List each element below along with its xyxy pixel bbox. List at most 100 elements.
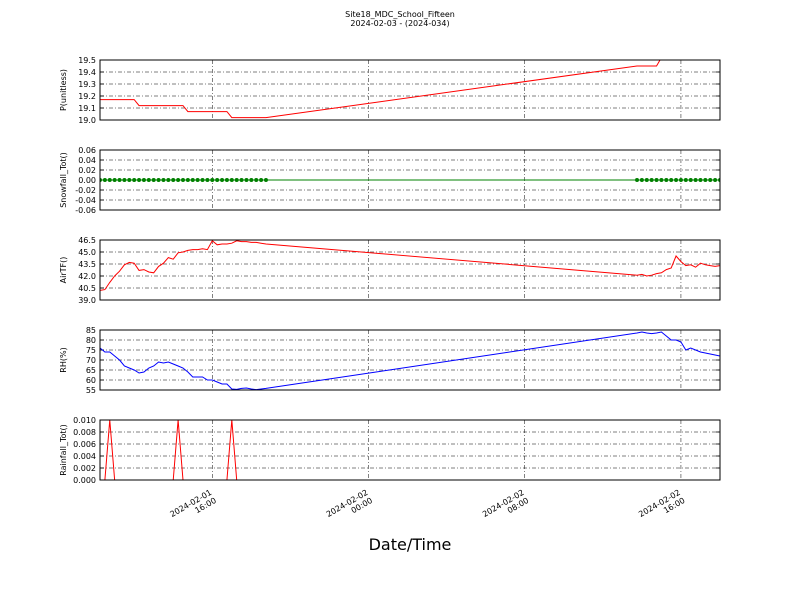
marker: [200, 178, 205, 182]
marker: [713, 178, 718, 182]
marker: [112, 178, 117, 182]
y-tick-label: 75: [86, 346, 96, 355]
marker: [639, 178, 644, 182]
y-tick-label: 19.0: [78, 116, 96, 125]
marker: [215, 178, 220, 182]
marker: [649, 178, 654, 182]
x-axis-label: Date/Time: [369, 535, 452, 554]
line: [100, 331, 720, 390]
y-axis-label: RH(%): [59, 347, 68, 372]
marker: [122, 178, 127, 182]
marker: [669, 178, 674, 182]
marker: [688, 178, 693, 182]
y-axis-label: AirTF(): [59, 257, 68, 284]
marker: [171, 178, 176, 182]
marker: [635, 178, 640, 182]
y-tick-label: 0.06: [78, 146, 96, 155]
marker: [127, 178, 132, 182]
marker: [703, 178, 708, 182]
marker: [659, 178, 664, 182]
y-tick-label: 39.0: [78, 296, 96, 305]
y-tick-label: 19.4: [78, 68, 96, 77]
y-tick-label: -0.02: [75, 186, 96, 195]
marker: [156, 178, 161, 182]
marker: [263, 178, 268, 182]
marker: [244, 178, 249, 182]
y-tick-label: 0.004: [73, 452, 96, 461]
plot-frame: [99, 419, 721, 481]
y-tick-label: 0.02: [78, 166, 96, 175]
y-tick-label: 42.0: [78, 272, 96, 281]
marker: [132, 178, 137, 182]
y-tick-label: 0.002: [73, 464, 96, 473]
chart-title: Site18_MDC_School_Fifteen: [345, 10, 455, 19]
marker: [220, 178, 225, 182]
x-tick-label: 2024-02-0208:00: [481, 488, 530, 527]
y-tick-label: 0.00: [78, 176, 96, 185]
marker: [107, 178, 112, 182]
y-tick-label: 0.006: [73, 440, 96, 449]
marker: [185, 178, 190, 182]
y-tick-label: 19.1: [78, 104, 96, 113]
marker: [644, 178, 649, 182]
marker: [239, 178, 244, 182]
y-tick-label: 46.5: [78, 236, 96, 245]
marker: [166, 178, 171, 182]
marker: [210, 178, 215, 182]
y-tick-label: 55: [86, 386, 96, 395]
marker: [693, 178, 698, 182]
y-tick-label: 60: [86, 376, 96, 385]
marker: [249, 178, 254, 182]
y-tick-label: 80: [86, 336, 96, 345]
marker: [674, 178, 679, 182]
y-tick-label: 19.3: [78, 80, 96, 89]
plot-frame: [99, 59, 721, 121]
marker: [195, 178, 200, 182]
y-tick-label: -0.04: [75, 196, 96, 205]
line: [100, 60, 661, 119]
marker: [678, 178, 683, 182]
line: [100, 420, 720, 480]
marker: [254, 178, 259, 182]
marker: [708, 178, 713, 182]
y-tick-label: 70: [86, 356, 96, 365]
y-tick-label: 45.0: [78, 248, 96, 257]
x-tick-label: 2024-02-0200:00: [325, 488, 374, 527]
marker: [654, 178, 659, 182]
marker: [664, 178, 669, 182]
marker: [102, 178, 107, 182]
plot-frame: [99, 239, 721, 301]
marker: [205, 178, 210, 182]
line: [100, 240, 720, 291]
marker: [137, 178, 142, 182]
y-tick-label: 85: [86, 326, 96, 335]
chart-subtitle: 2024-02-03 - (2024-034): [350, 19, 449, 28]
x-tick-label: 2024-02-0116:00: [169, 488, 218, 527]
y-tick-label: 43.5: [78, 260, 96, 269]
y-tick-label: 0.010: [73, 416, 96, 425]
y-tick-label: 0.04: [78, 156, 96, 165]
y-axis-label: Rainfall_Tot(): [59, 424, 68, 476]
marker: [176, 178, 181, 182]
marker: [117, 178, 122, 182]
y-tick-label: 0.008: [73, 428, 96, 437]
plot-frame: [99, 149, 721, 211]
plot-frame: [99, 329, 721, 391]
marker: [141, 178, 146, 182]
marker: [698, 178, 703, 182]
marker: [683, 178, 688, 182]
y-tick-label: 19.5: [78, 56, 96, 65]
y-tick-label: -0.06: [75, 206, 96, 215]
x-tick-label: 2024-02-0216:00: [637, 488, 686, 527]
y-axis-label: Snowfall_Tot(): [59, 152, 68, 208]
y-tick-label: 40.5: [78, 284, 96, 293]
marker: [161, 178, 166, 182]
marker: [180, 178, 185, 182]
y-tick-label: 19.2: [78, 92, 96, 101]
marker: [151, 178, 156, 182]
y-axis-label: P(unitless): [59, 69, 68, 111]
marker: [224, 178, 229, 182]
marker: [146, 178, 151, 182]
marker: [190, 178, 195, 182]
